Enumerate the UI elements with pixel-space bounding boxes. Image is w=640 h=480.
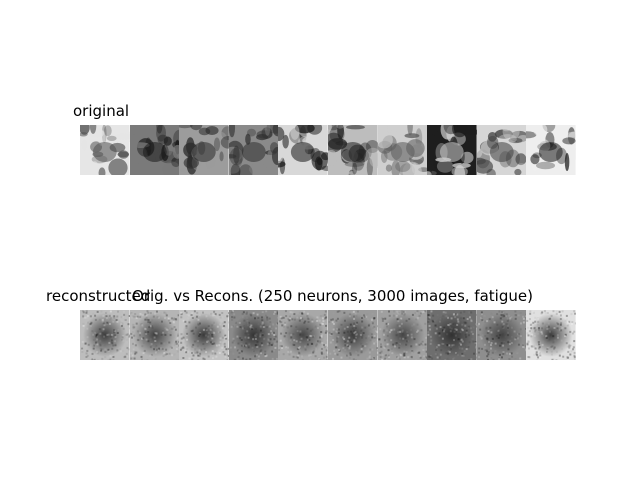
recon-4 — [228, 310, 279, 360]
original-image-strip — [80, 125, 576, 175]
recon-5 — [278, 310, 328, 360]
bush-image — [377, 125, 428, 175]
reconstructed-label: reconstructed — [46, 287, 151, 305]
beetle-image — [526, 125, 576, 175]
recon-2 — [129, 310, 180, 360]
recon-9 — [476, 310, 527, 360]
basket-image — [129, 125, 180, 175]
recon-10 — [526, 310, 576, 360]
dark-dog-image — [427, 125, 477, 175]
reconstructed-image-strip — [80, 310, 576, 360]
recon-6 — [327, 310, 378, 360]
apple-image — [80, 125, 130, 175]
recon-7 — [377, 310, 428, 360]
building-image — [179, 125, 229, 175]
bench-image — [476, 125, 527, 175]
tv-dog-image — [278, 125, 328, 175]
plant-image — [228, 125, 279, 175]
original-label: original — [73, 102, 130, 120]
figure-title: Orig. vs Recons. (250 neurons, 3000 imag… — [132, 287, 533, 305]
recon-1 — [80, 310, 130, 360]
recon-3 — [179, 310, 229, 360]
tree-image — [327, 125, 378, 175]
recon-8 — [427, 310, 477, 360]
